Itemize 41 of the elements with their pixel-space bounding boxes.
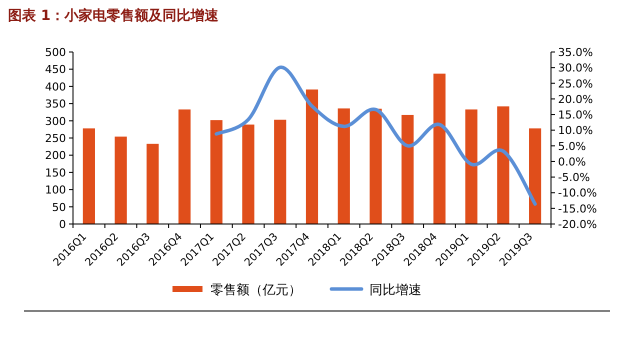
y2-tick-label: 30.0% [558, 62, 593, 75]
bar [529, 128, 542, 224]
bar [402, 114, 414, 224]
y2-tick-label: 20.0% [558, 92, 593, 106]
y2-tick-label: 0.0% [558, 155, 586, 168]
y2-tick-label: 35.0% [558, 46, 593, 59]
y2-tick-label: -15.0% [558, 202, 597, 216]
bar [178, 109, 191, 224]
bar [497, 106, 510, 224]
bar [210, 120, 222, 224]
bar [433, 74, 446, 224]
legend-label: 零售额（亿元） [210, 283, 302, 298]
y-tick-label: 400 [45, 80, 66, 94]
y-tick-label: 0 [59, 218, 66, 231]
bar [306, 89, 318, 224]
bar [82, 128, 95, 224]
bar [274, 120, 286, 224]
y2-tick-label: -10.0% [558, 186, 597, 200]
y2-tick-label: -5.0% [558, 171, 590, 184]
y-tick-label: 200 [45, 149, 66, 162]
bar [242, 124, 254, 224]
bar [338, 108, 350, 224]
y2-tick-label: 25.0% [558, 77, 593, 90]
chart-title: 图表 1：小家电零售额及同比增速 [8, 7, 220, 24]
bar [465, 109, 478, 224]
y-tick-label: 300 [45, 114, 66, 128]
y2-tick-label: -20.0% [558, 218, 597, 231]
y-tick-label: 500 [45, 46, 66, 59]
y-tick-label: 150 [45, 166, 66, 180]
y-tick-label: 450 [45, 63, 66, 76]
bar [146, 144, 159, 224]
bar [370, 108, 382, 224]
y2-tick-label: 5.0% [558, 140, 586, 153]
y-tick-label: 350 [45, 98, 66, 111]
y-tick-label: 250 [45, 132, 66, 145]
y2-tick-label: 10.0% [558, 124, 593, 138]
y2-tick-label: 15.0% [558, 108, 593, 122]
y-tick-label: 50 [52, 200, 66, 214]
y-tick-label: 100 [45, 184, 66, 197]
bar [114, 136, 127, 224]
legend-label: 同比增速 [370, 283, 422, 298]
